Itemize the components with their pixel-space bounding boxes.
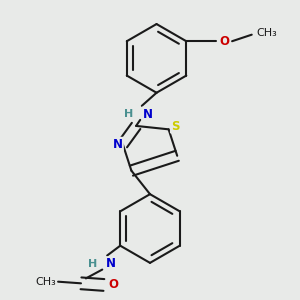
- Text: CH₃: CH₃: [36, 277, 56, 287]
- Text: N: N: [113, 138, 123, 151]
- Text: N: N: [143, 107, 153, 121]
- Text: S: S: [171, 120, 179, 133]
- Text: CH₃: CH₃: [256, 28, 278, 38]
- Text: N: N: [106, 257, 116, 270]
- Text: O: O: [219, 35, 229, 48]
- Text: H: H: [124, 109, 134, 119]
- Text: O: O: [109, 278, 119, 292]
- Text: H: H: [88, 259, 97, 269]
